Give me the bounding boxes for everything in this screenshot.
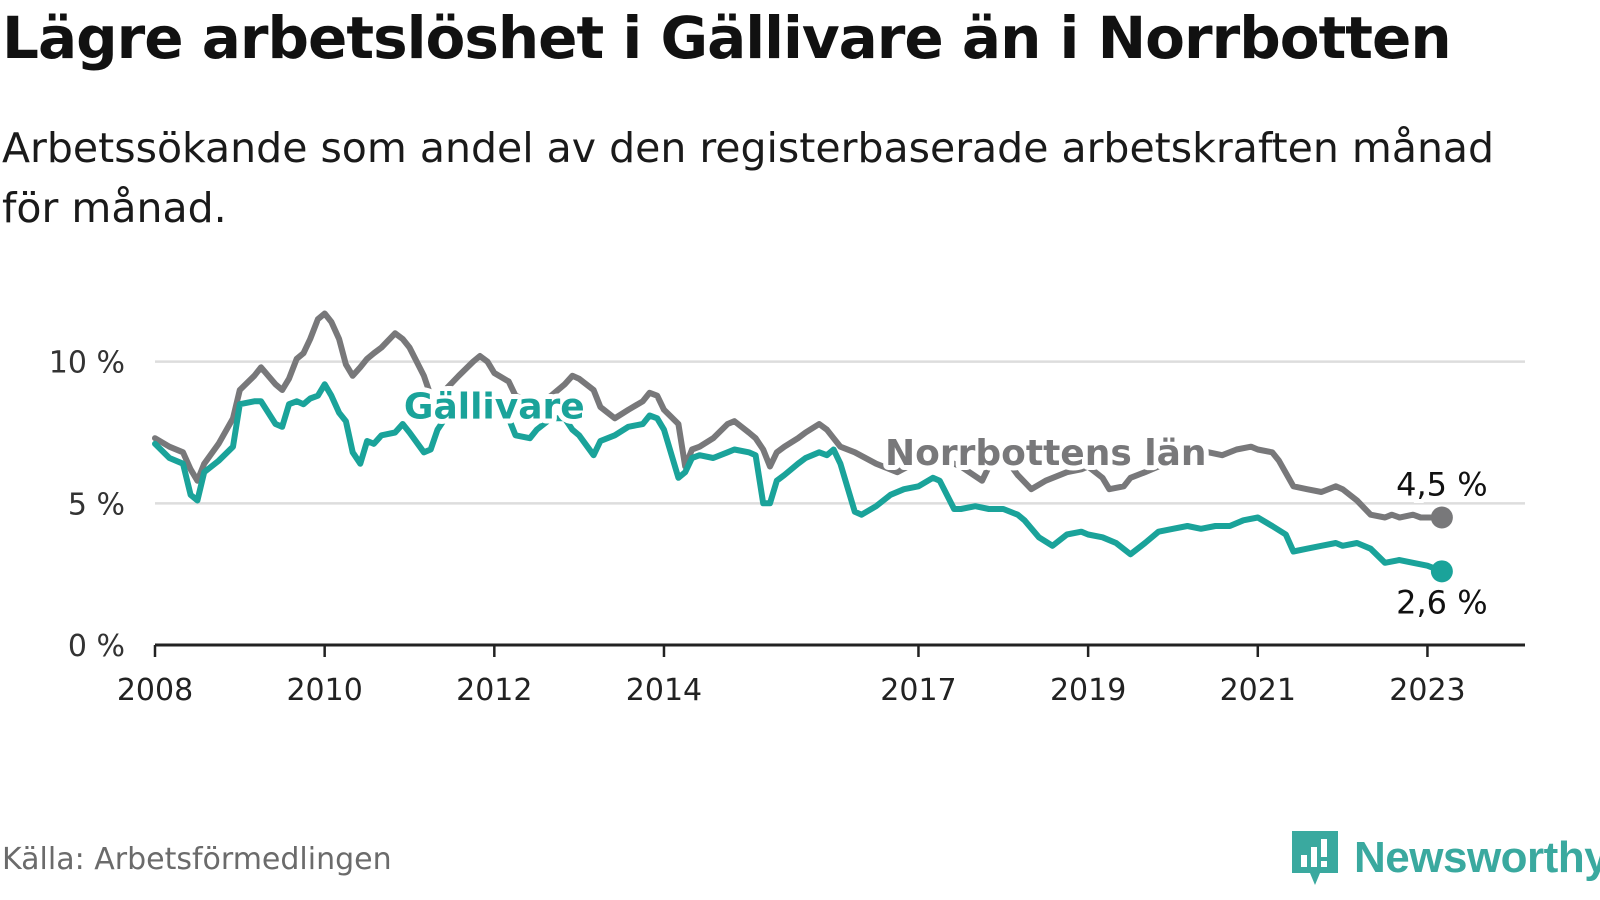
x-tick-label: 2008 bbox=[117, 673, 193, 708]
brand-logo: Newsworthy bbox=[1290, 828, 1600, 888]
y-tick-label: 5 % bbox=[68, 487, 125, 522]
end-point-norrbotten bbox=[1430, 506, 1453, 529]
line-chart: 0 % 5 % 10 % 2008 2010 2012 2014 2017 2019 2021 20… bbox=[49, 310, 1525, 708]
brand-name: Newsworthy bbox=[1354, 833, 1600, 882]
x-tick-label: 2021 bbox=[1220, 673, 1296, 708]
x-tick-label: 2017 bbox=[880, 673, 956, 708]
end-value-label-norrbotten: 4,5 % bbox=[1396, 466, 1487, 504]
x-tick-label: 2014 bbox=[626, 673, 702, 708]
y-tick-label: 10 % bbox=[49, 346, 125, 381]
series-line-gallivare bbox=[152, 381, 1445, 575]
series-label-gallivare: Gällivare bbox=[404, 386, 585, 427]
end-value-label-gallivare: 2,6 % bbox=[1396, 583, 1487, 621]
x-tick-label: 2019 bbox=[1050, 673, 1126, 708]
series-line-norrbotten bbox=[152, 310, 1445, 521]
end-point-gallivare bbox=[1430, 560, 1453, 583]
source-note: Källa: Arbetsförmedlingen bbox=[2, 842, 392, 877]
x-tick-label: 2010 bbox=[286, 673, 362, 708]
x-tick-label: 2023 bbox=[1389, 673, 1465, 708]
newsworthy-chart-icon bbox=[1292, 831, 1338, 885]
y-tick-label: 0 % bbox=[68, 629, 125, 664]
x-tick-label: 2012 bbox=[456, 673, 532, 708]
series-label-norrbotten: Norrbottens län bbox=[885, 433, 1207, 474]
chart-title: Lägre arbetslöshet i Gällivare än i Norr… bbox=[2, 4, 1452, 72]
chart-subtitle: Arbetssökande som andel av den registerb… bbox=[2, 124, 1495, 232]
